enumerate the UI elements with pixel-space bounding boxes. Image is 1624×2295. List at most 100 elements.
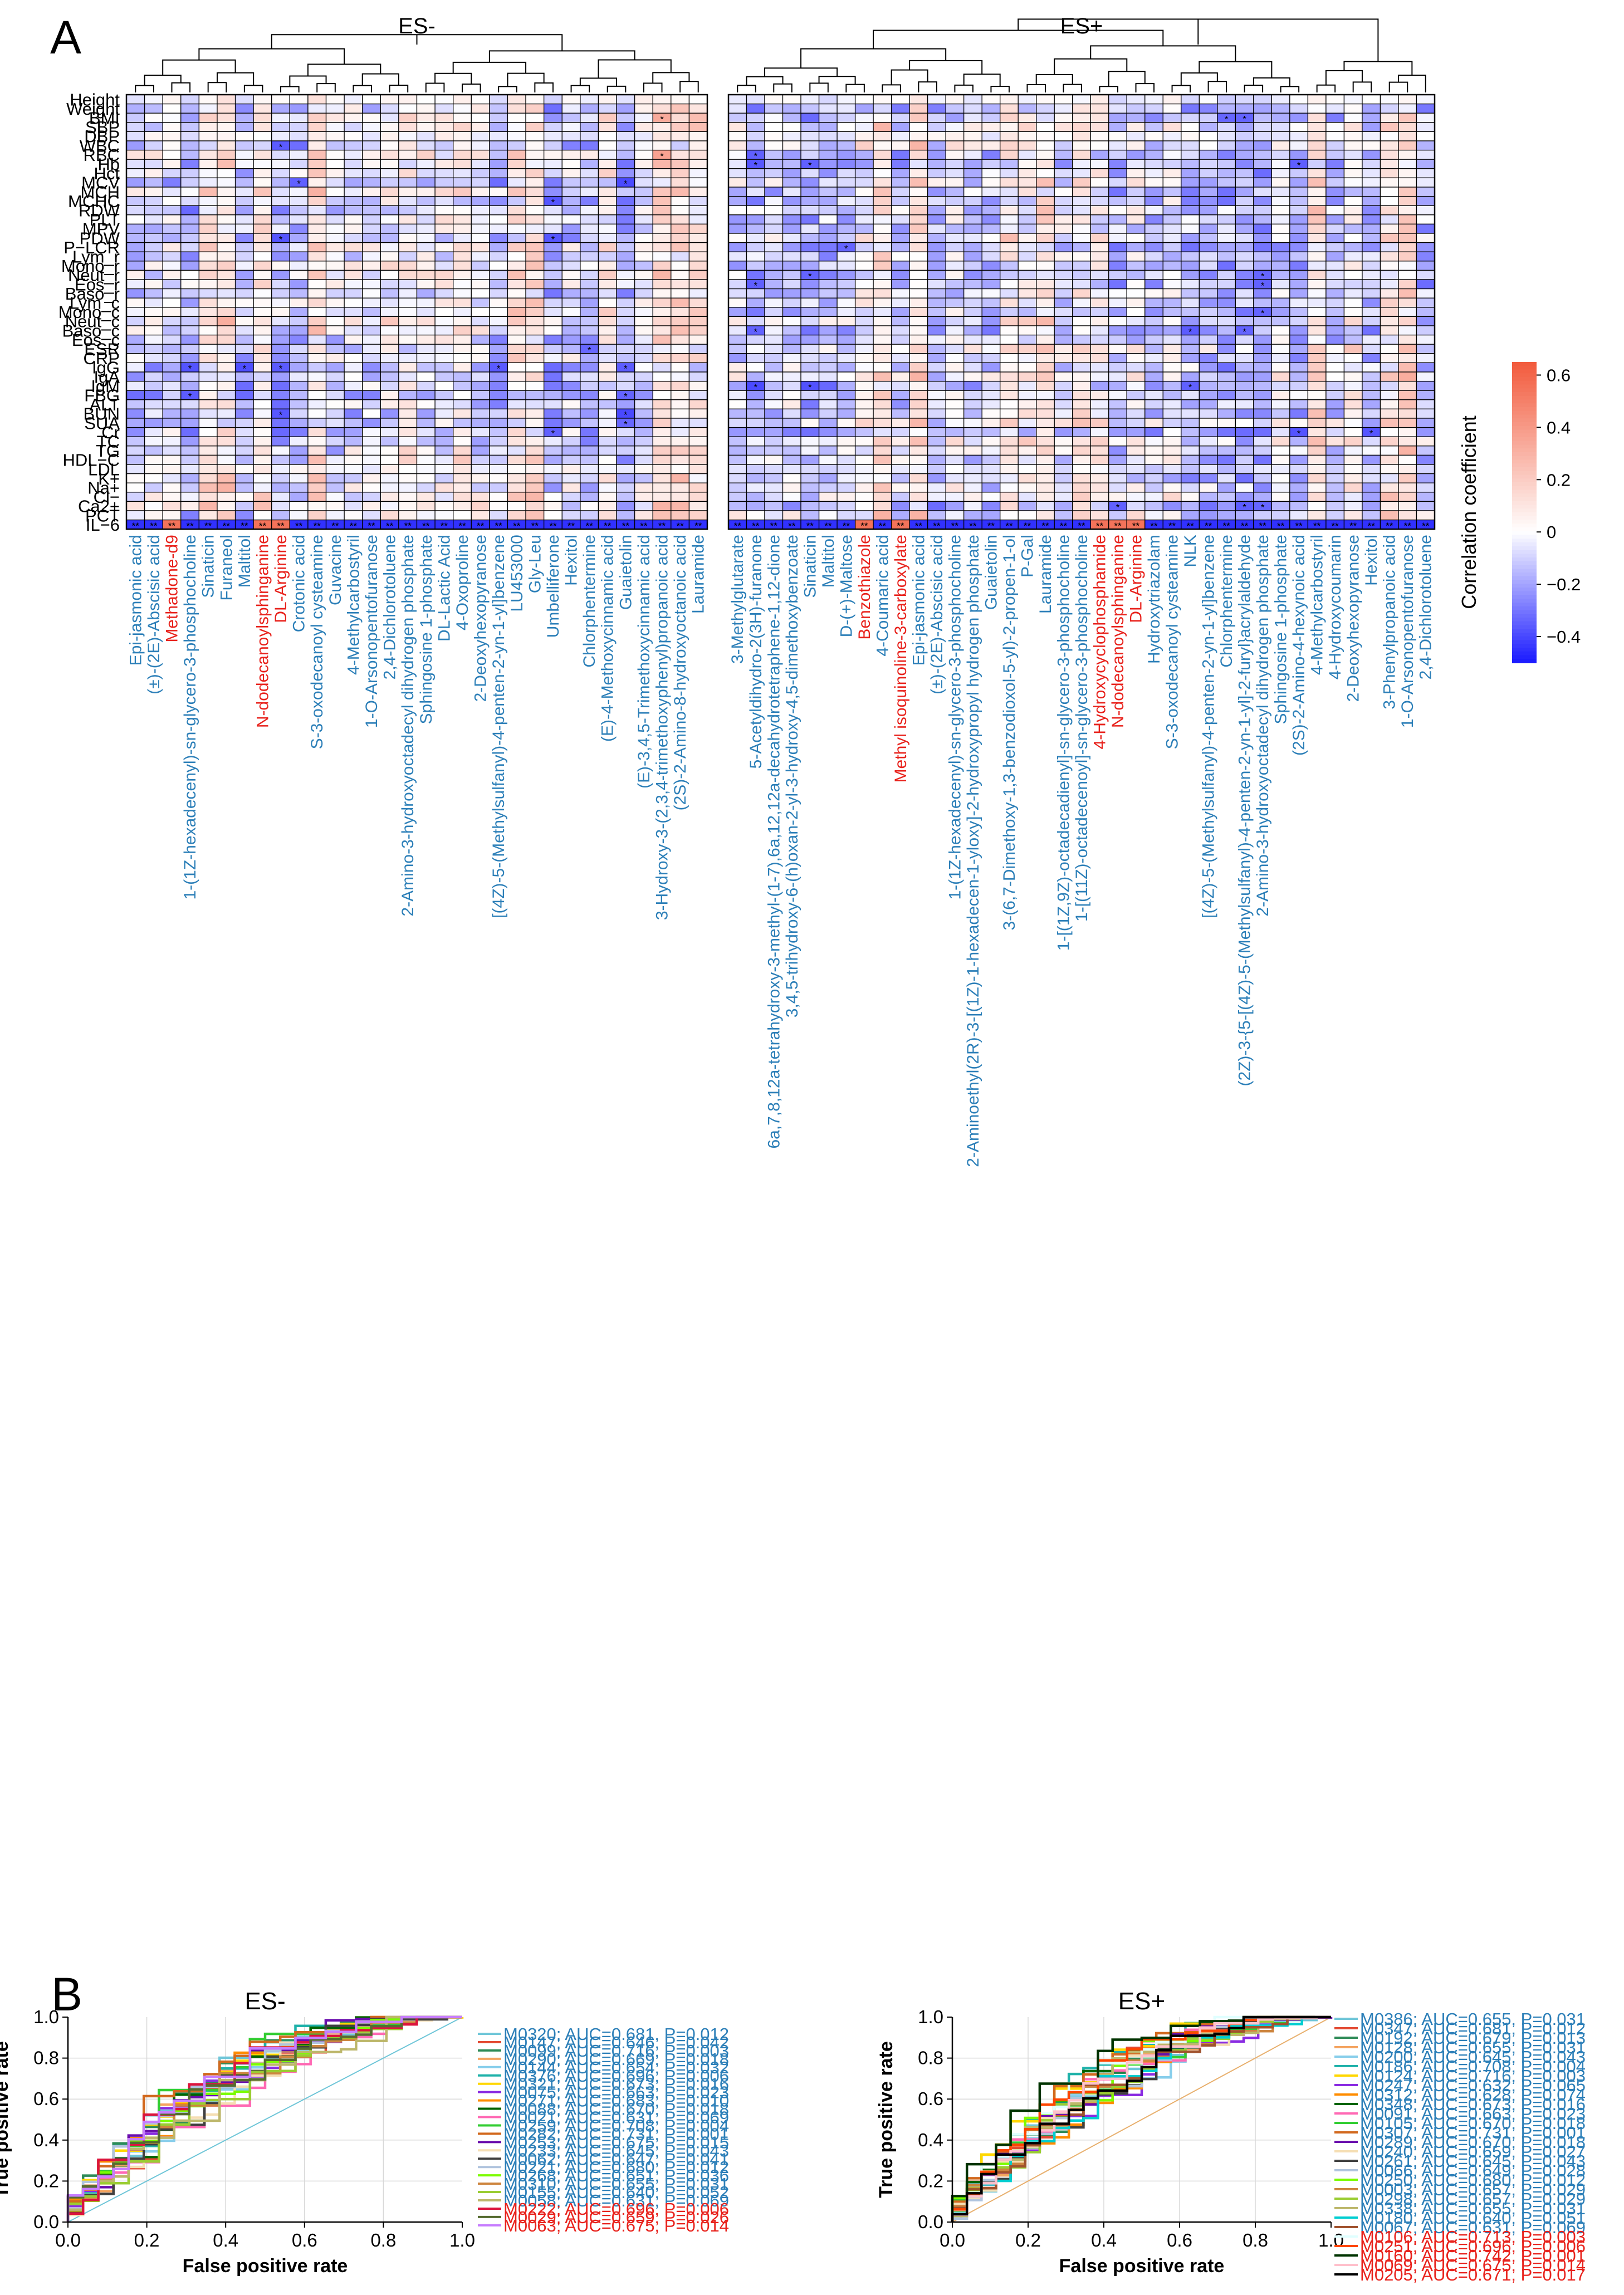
heatmap-cell	[471, 390, 490, 400]
heatmap-cell	[1325, 436, 1345, 447]
heatmap-cell	[1072, 270, 1091, 280]
heatmap-cell	[416, 390, 436, 400]
heatmap-cell	[561, 242, 581, 252]
heatmap-cell	[1253, 205, 1273, 216]
heatmap-cell	[764, 473, 784, 483]
heatmap-cell	[1380, 390, 1399, 400]
heatmap-cell	[1343, 233, 1363, 243]
heatmap-cell	[1162, 149, 1182, 160]
colorbar-segment	[1512, 572, 1537, 577]
heatmap-cell	[398, 334, 418, 345]
heatmap-cell	[1343, 187, 1363, 197]
heatmap-cell	[1271, 122, 1290, 133]
heatmap-cell	[891, 344, 910, 354]
heatmap-cell	[144, 371, 163, 382]
heatmap-cell	[854, 131, 874, 141]
heatmap-cell	[1072, 390, 1091, 400]
heatmap-cell	[271, 149, 290, 160]
heatmap-cell	[927, 187, 946, 197]
heatmap-cell	[380, 149, 399, 160]
heatmap-cell	[1090, 251, 1109, 262]
heatmap-cell	[945, 251, 965, 262]
heatmap-cell	[837, 325, 856, 336]
heatmap-cell	[180, 492, 200, 502]
heatmap-cell	[837, 427, 856, 437]
heatmap-cell	[1162, 205, 1182, 216]
roc-curve	[951, 2015, 1331, 2222]
heatmap-cell	[945, 371, 965, 382]
heatmap-cell	[453, 334, 472, 345]
heatmap-cell	[507, 380, 526, 391]
heatmap-cell	[1235, 316, 1254, 326]
heatmap-cell	[144, 251, 163, 262]
heatmap-cell	[800, 297, 820, 308]
heatmap-cell	[253, 122, 272, 133]
heatmap-cell	[764, 94, 784, 105]
heatmap-cell	[981, 297, 1001, 308]
heatmap-cell	[854, 427, 874, 437]
heatmap-cell	[1181, 140, 1200, 151]
heatmap-cell	[289, 436, 309, 447]
heatmap-cell	[234, 297, 254, 308]
column-label: Hexitol	[562, 535, 581, 586]
heatmap-cell	[1054, 270, 1073, 280]
heatmap-cell	[782, 187, 801, 197]
heatmap-cell	[764, 288, 784, 299]
heatmap-cell	[963, 501, 982, 511]
heatmap-cell	[1090, 362, 1109, 373]
legend-entry: M0021; AUC=0.631, P=0.069	[503, 2108, 729, 2127]
heatmap-cell	[981, 307, 1001, 317]
heatmap-cell	[981, 187, 1001, 197]
heatmap-cell	[1416, 177, 1435, 188]
legend-entry: M0066; AUC=0.649, P=0.028	[1360, 2161, 1586, 2180]
heatmap-cell	[963, 316, 982, 326]
heatmap-cell	[800, 427, 820, 437]
heatmap-cell	[1380, 482, 1399, 493]
heatmap-cell	[981, 168, 1001, 179]
heatmap-cell	[471, 473, 490, 483]
heatmap-cell	[525, 371, 545, 382]
heatmap-cell	[837, 122, 856, 133]
heatmap-cell	[1217, 94, 1236, 105]
heatmap-cell	[854, 408, 874, 419]
heatmap-cell	[453, 325, 472, 336]
heatmap-cell	[634, 446, 653, 456]
heatmap-cell	[144, 380, 163, 391]
heatmap-cell	[434, 380, 454, 391]
heatmap-cell	[307, 353, 327, 364]
heatmap-cell	[325, 436, 345, 447]
heatmap-cell	[1108, 408, 1127, 419]
heatmap-cell	[927, 492, 946, 502]
heatmap-cell	[1380, 473, 1399, 483]
heatmap-cell	[507, 482, 526, 493]
heatmap-cell	[1036, 316, 1055, 326]
heatmap-cell	[764, 122, 784, 133]
heatmap-cell	[1217, 122, 1236, 133]
heatmap-cell	[800, 261, 820, 271]
heatmap-cell	[234, 205, 254, 216]
heatmap-cell	[818, 131, 838, 141]
heatmap-cell	[198, 279, 218, 290]
heatmap-cell	[1000, 492, 1019, 502]
heatmap-cell	[1362, 214, 1381, 225]
significance-mark: *	[551, 234, 555, 244]
heatmap-cell	[144, 390, 163, 400]
heatmap-cell	[764, 168, 784, 179]
heatmap-cell	[580, 205, 599, 216]
heatmap-cell	[1307, 399, 1327, 410]
heatmap-cell	[909, 473, 928, 483]
heatmap-cell	[1289, 168, 1309, 179]
heatmap-cell	[854, 371, 874, 382]
heatmap-cell	[1036, 353, 1055, 364]
heatmap-cell	[1018, 131, 1037, 141]
heatmap-cell	[471, 103, 490, 114]
heatmap-cell	[818, 223, 838, 234]
heatmap-cell	[854, 473, 874, 483]
heatmap-cell	[927, 214, 946, 225]
heatmap-cell	[927, 371, 946, 382]
heatmap-cell	[945, 297, 965, 308]
heatmap-cell	[1416, 223, 1435, 234]
heatmap-cell	[217, 297, 236, 308]
heatmap-cell	[289, 261, 309, 271]
heatmap-cell	[1199, 436, 1218, 447]
